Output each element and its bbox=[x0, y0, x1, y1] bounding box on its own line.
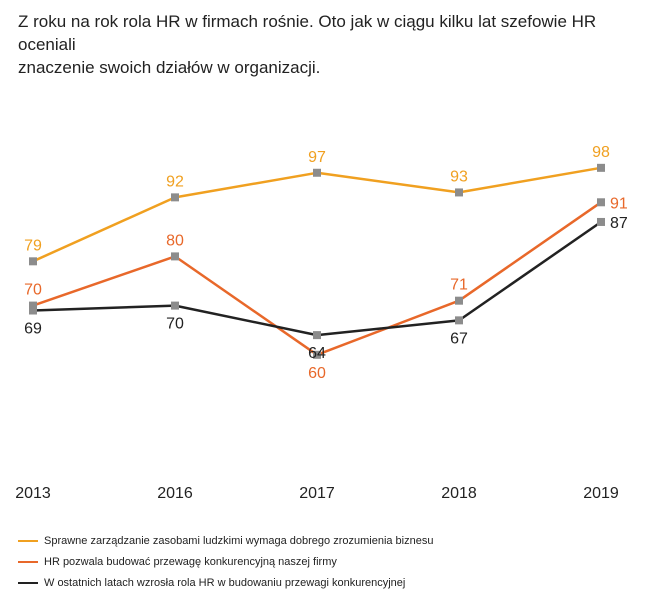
data-label-1-1: 80 bbox=[166, 232, 184, 249]
x-tick-label-3: 2018 bbox=[441, 485, 477, 502]
data-point-1-2 bbox=[313, 350, 321, 359]
data-point-1-1 bbox=[171, 252, 179, 261]
data-point-2-2 bbox=[313, 331, 321, 340]
data-label-2-4: 87 bbox=[610, 215, 628, 232]
data-point-2-4 bbox=[597, 217, 605, 226]
chart-legend: Sprawne zarządzanie zasobami ludzkimi wy… bbox=[18, 530, 638, 593]
chart-title-line-2: znaczenie swoich działów w organizacji. bbox=[18, 58, 321, 77]
data-label-2-2: 64 bbox=[308, 345, 326, 362]
data-point-2-3 bbox=[455, 316, 463, 325]
data-point-0-4 bbox=[597, 163, 605, 172]
x-tick-label-4: 2019 bbox=[583, 485, 619, 502]
legend-swatch-series-1 bbox=[18, 560, 38, 563]
x-tick-label-0: 2013 bbox=[15, 485, 51, 502]
data-label-2-0: 69 bbox=[24, 321, 42, 338]
data-point-1-0 bbox=[29, 301, 37, 310]
data-label-1-2: 60 bbox=[308, 365, 326, 382]
data-label-1-3: 71 bbox=[450, 277, 468, 294]
x-tick-label-1: 2016 bbox=[157, 485, 193, 502]
data-point-1-3 bbox=[455, 296, 463, 305]
legend-item-series-2: W ostatnich latach wzrosła rola HR w bud… bbox=[18, 572, 638, 593]
data-point-2-1 bbox=[171, 301, 179, 310]
data-point-0-3 bbox=[455, 188, 463, 197]
data-point-2-0 bbox=[29, 306, 37, 315]
legend-label-series-0: Sprawne zarządzanie zasobami ludzkimi wy… bbox=[44, 534, 434, 547]
chart-title-line-1: Z roku na rok rola HR w firmach rośnie. … bbox=[18, 12, 597, 54]
x-tick-label-2: 2017 bbox=[299, 485, 335, 502]
data-point-1-4 bbox=[597, 198, 605, 207]
data-label-0-0: 79 bbox=[24, 237, 42, 254]
data-label-0-2: 97 bbox=[308, 149, 326, 166]
data-label-2-3: 67 bbox=[450, 330, 468, 347]
legend-label-series-1: HR pozwala budować przewagę konkurencyjn… bbox=[44, 555, 337, 568]
series-line-2 bbox=[32, 220, 602, 337]
data-label-0-3: 93 bbox=[450, 168, 468, 185]
data-label-1-4: 91 bbox=[610, 195, 628, 212]
legend-swatch-series-2 bbox=[18, 581, 38, 584]
line-chart: 79 92 97 93 98 70 80 60 71 91 69 70 64 67 87 2013 2016 20… bbox=[15, 144, 628, 502]
data-point-0-1 bbox=[171, 193, 179, 202]
chart-title: Z roku na rok rola HR w firmach rośnie. … bbox=[18, 10, 638, 79]
legend-label-series-2: W ostatnich latach wzrosła rola HR w bud… bbox=[44, 576, 406, 589]
data-label-2-1: 70 bbox=[166, 316, 184, 333]
data-label-0-1: 92 bbox=[166, 173, 184, 190]
series-line-0 bbox=[32, 166, 602, 263]
data-label-1-0: 70 bbox=[24, 282, 42, 299]
legend-swatch-series-0 bbox=[18, 539, 38, 542]
data-point-0-2 bbox=[313, 168, 321, 177]
data-point-0-0 bbox=[29, 257, 37, 266]
legend-item-series-0: Sprawne zarządzanie zasobami ludzkimi wy… bbox=[18, 530, 638, 551]
data-label-0-4: 98 bbox=[592, 144, 610, 161]
legend-item-series-1: HR pozwala budować przewagę konkurencyjn… bbox=[18, 551, 638, 572]
